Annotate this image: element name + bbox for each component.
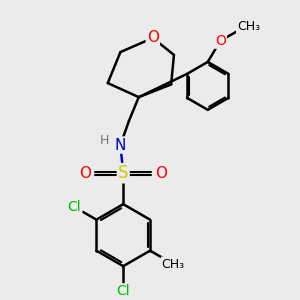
Text: Cl: Cl [116, 284, 130, 298]
Text: O: O [147, 31, 159, 46]
Text: CH₃: CH₃ [162, 257, 185, 271]
Text: O: O [215, 34, 226, 48]
Text: N: N [115, 137, 126, 152]
Text: O: O [79, 166, 91, 181]
Text: CH₃: CH₃ [237, 20, 260, 33]
Text: H: H [100, 134, 110, 147]
Text: Cl: Cl [68, 200, 81, 214]
Text: S: S [118, 164, 128, 182]
Text: O: O [155, 166, 167, 181]
